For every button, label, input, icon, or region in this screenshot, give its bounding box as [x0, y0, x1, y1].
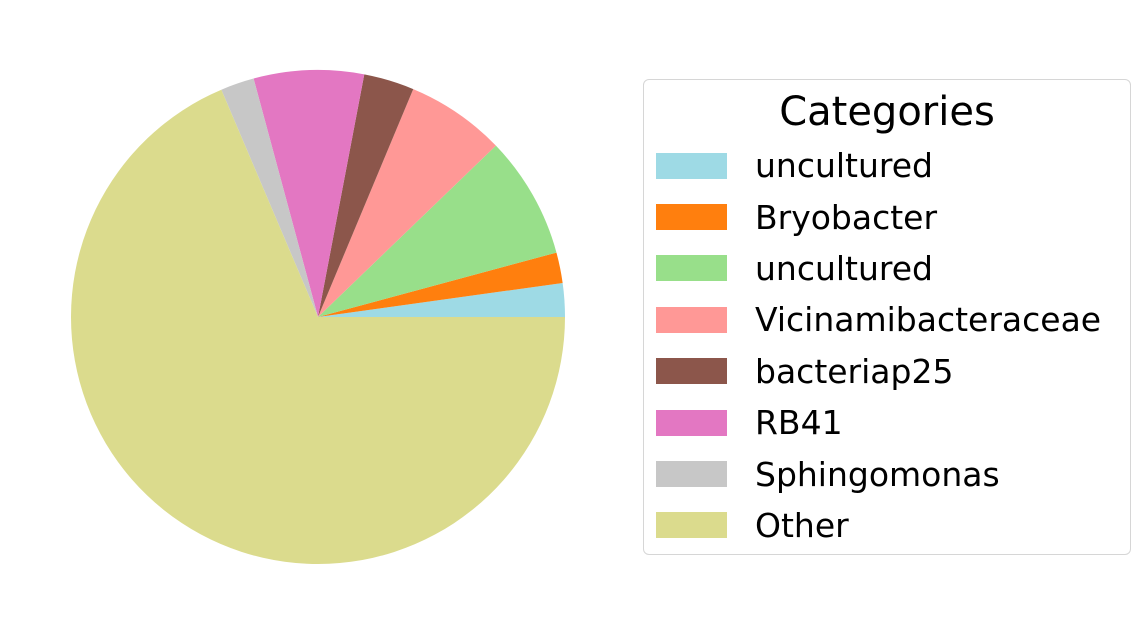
legend-label-7: Other — [755, 505, 849, 545]
legend-item-2: uncultured — [656, 243, 1101, 294]
legend-swatch-3 — [656, 306, 727, 333]
legend-swatch-5 — [656, 409, 727, 436]
legend: Categories uncultured Bryobacter unculture… — [643, 79, 1131, 555]
legend-label-6: Sphingomonas — [755, 454, 1000, 494]
pie-slice-7 — [70, 89, 565, 564]
pie-slice-5 — [253, 70, 365, 317]
legend-label-1: Bryobacter — [755, 197, 938, 237]
legend-item-3: Vicinamibacteraceae — [656, 294, 1101, 345]
pie-slice-2 — [318, 145, 557, 317]
legend-label-3: Vicinamibacteraceae — [755, 300, 1102, 340]
pie-slice-3 — [318, 89, 496, 317]
legend-item-1: Bryobacter — [656, 191, 1101, 242]
pie-slice-4 — [318, 74, 414, 317]
legend-swatch-1 — [656, 204, 727, 231]
legend-swatch-6 — [656, 461, 727, 488]
legend-item-6: Sphingomonas — [656, 448, 1101, 499]
legend-swatch-0 — [656, 152, 727, 179]
pie-slice-0 — [318, 282, 565, 317]
legend-item-7: Other — [656, 500, 1101, 551]
legend-title: Categories — [779, 89, 995, 135]
legend-item-4: bacteriap25 — [656, 346, 1101, 397]
legend-label-2: uncultured — [755, 248, 934, 288]
legend-label-5: RB41 — [755, 403, 843, 443]
legend-swatch-2 — [656, 255, 727, 282]
pie-slice-1 — [318, 252, 563, 317]
legend-label-4: bacteriap25 — [755, 351, 954, 391]
pie-slice-6 — [221, 78, 318, 317]
legend-item-5: RB41 — [656, 397, 1101, 448]
legend-swatch-4 — [656, 358, 727, 385]
legend-swatch-7 — [656, 512, 727, 539]
legend-items: uncultured Bryobacter uncultured Vicinamiba… — [656, 140, 1101, 551]
legend-item-0: uncultured — [656, 140, 1101, 191]
legend-label-0: uncultured — [755, 146, 934, 186]
